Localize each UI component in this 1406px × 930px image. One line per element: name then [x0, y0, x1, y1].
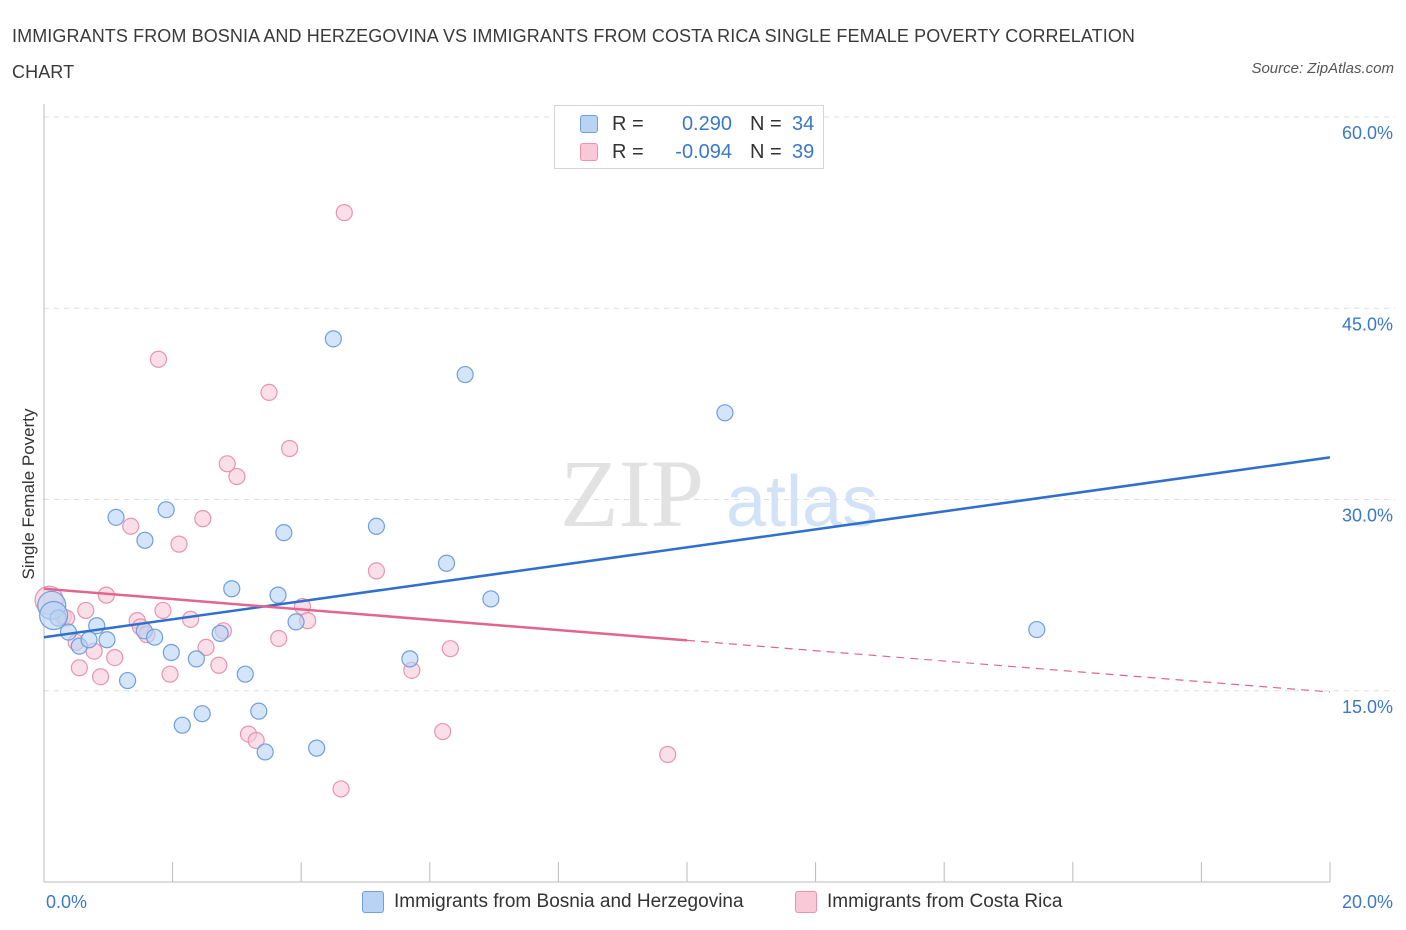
- source-credit: Source: ZipAtlas.com: [1251, 60, 1394, 77]
- y-tick-label: 15.0%: [1342, 697, 1393, 717]
- pink-point: [218, 455, 236, 473]
- pink-point: [170, 535, 188, 553]
- y-tick-labels: 15.0% 30.0% 45.0% 60.0%: [1342, 123, 1393, 717]
- blue-point: [269, 586, 287, 604]
- pink-point: [659, 745, 677, 764]
- pink-point: [367, 562, 386, 580]
- blue-point: [80, 631, 98, 649]
- r-label: R =: [612, 112, 644, 135]
- blue-point: [187, 650, 205, 668]
- pink-point: [434, 722, 452, 741]
- blue-point: [223, 580, 241, 598]
- costa-rica-swatch: [580, 143, 598, 161]
- pink-point: [70, 659, 88, 677]
- blue-point: [136, 531, 154, 549]
- bosnia-legend-label: Immigrants from Bosnia and Herzegovina: [394, 891, 744, 912]
- blue-point: [236, 665, 254, 683]
- y-axis-label: Single Female Poverty: [19, 408, 38, 580]
- blue-point: [173, 716, 191, 734]
- blue-point: [308, 739, 326, 757]
- x-tick-label-min: 0.0%: [46, 892, 87, 912]
- blue-point: [324, 330, 342, 348]
- pink-point: [91, 668, 110, 686]
- blue-point: [401, 650, 419, 668]
- pink-point: [194, 510, 212, 528]
- n-label: N =: [750, 140, 782, 163]
- blue-point: [437, 554, 456, 572]
- pink-point: [332, 780, 350, 798]
- trend-lines: [43, 456, 1331, 693]
- bottom-legend-costa-rica[interactable]: Immigrants from Costa Rica: [795, 888, 1062, 916]
- blue-point: [287, 613, 305, 631]
- pink-point: [161, 665, 179, 683]
- pink-point: [335, 204, 353, 222]
- bosnia-legend-swatch: [362, 891, 384, 913]
- pink-point: [281, 439, 299, 458]
- blue-point: [211, 624, 229, 642]
- pink-point: [154, 601, 172, 620]
- blue-point: [98, 631, 116, 649]
- y-tick-label: 60.0%: [1342, 123, 1393, 143]
- bosnia-points: [37, 330, 1046, 761]
- costa-rica-legend-swatch: [795, 891, 817, 913]
- bosnia-r-value: 0.290: [681, 112, 732, 135]
- pink-point: [228, 467, 246, 486]
- pink-point: [122, 517, 140, 535]
- pink-point: [247, 731, 265, 750]
- bosnia-n-value: 34: [792, 112, 815, 135]
- pink-point: [106, 648, 124, 667]
- blue-point: [456, 365, 474, 384]
- y-tick-label: 30.0%: [1342, 506, 1393, 526]
- x-tick-label-max: 20.0%: [1342, 892, 1393, 912]
- blue-point: [157, 501, 175, 519]
- blue-point: [107, 508, 125, 526]
- pink-point: [270, 629, 288, 648]
- blue-point: [256, 743, 274, 761]
- costa-rica-legend-label: Immigrants from Costa Rica: [827, 891, 1063, 912]
- costa-rica-n-value: 39: [792, 140, 815, 163]
- pink-point: [441, 640, 459, 658]
- x-tick-labels: 0.0% 20.0%: [46, 892, 1393, 912]
- pink-point: [260, 383, 278, 401]
- blue-point: [250, 702, 268, 720]
- r-label: R =: [612, 140, 644, 163]
- pink-point: [182, 610, 200, 628]
- blue-point: [482, 590, 500, 608]
- pink-point: [77, 601, 95, 620]
- blue-point: [367, 517, 386, 535]
- zipatlas-watermark: ZIP atlas: [560, 440, 878, 547]
- blue-point: [39, 600, 69, 631]
- costa-rica-r-value: -0.094: [675, 140, 732, 163]
- y-tick-label: 45.0%: [1342, 314, 1393, 334]
- pink-point: [197, 638, 215, 657]
- blue-point: [716, 404, 734, 422]
- blue-point: [145, 628, 164, 646]
- blue-trend-line: [43, 456, 1331, 639]
- n-label: N =: [750, 112, 782, 135]
- correlation-legend: R = 0.290 N = 34 R = -0.094 N = 39: [554, 105, 824, 169]
- watermark-atlas-text: atlas: [726, 462, 878, 542]
- bottom-legend-bosnia[interactable]: Immigrants from Bosnia and Herzegovina: [362, 888, 744, 916]
- watermark-zip-text: ZIP: [560, 440, 704, 547]
- blue-point: [193, 705, 211, 723]
- blue-point: [118, 671, 137, 690]
- pink-point: [210, 656, 228, 674]
- pink-trend-extension: [686, 639, 1331, 693]
- legend-row-costa-rica: R = -0.094 N = 39: [580, 138, 814, 166]
- chart-title: IMMIGRANTS FROM BOSNIA AND HERZEGOVINA V…: [12, 26, 1136, 82]
- blue-point: [162, 643, 180, 662]
- pink-point: [149, 350, 168, 368]
- pink-trend-line: [43, 587, 688, 642]
- bosnia-swatch: [580, 115, 598, 133]
- blue-point: [275, 524, 293, 542]
- blue-point: [1028, 620, 1046, 639]
- legend-row-bosnia: R = 0.290 N = 34: [580, 110, 814, 138]
- axes: [43, 104, 1331, 883]
